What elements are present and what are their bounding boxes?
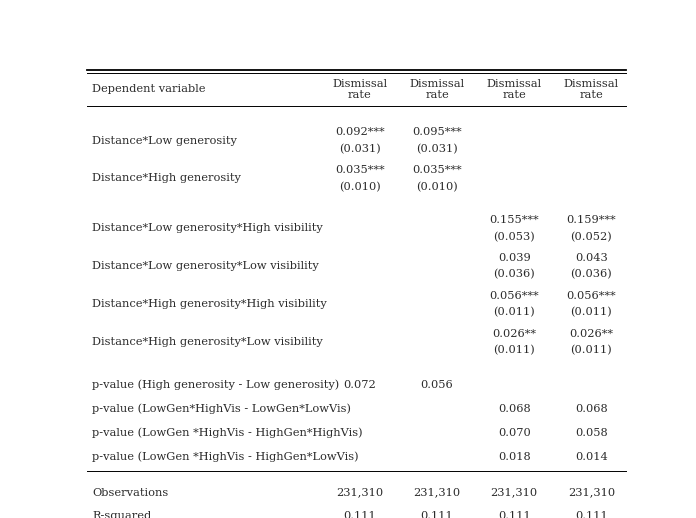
Text: 0.026**: 0.026** bbox=[569, 328, 613, 339]
Text: (0.011): (0.011) bbox=[493, 307, 535, 318]
Text: 231,310: 231,310 bbox=[491, 487, 538, 497]
Text: (0.011): (0.011) bbox=[571, 307, 612, 318]
Text: 0.014: 0.014 bbox=[575, 452, 608, 462]
Text: 0.111: 0.111 bbox=[498, 511, 530, 518]
Text: (0.053): (0.053) bbox=[493, 232, 535, 242]
Text: 0.155***: 0.155*** bbox=[489, 215, 539, 225]
Text: Dismissal
rate: Dismissal rate bbox=[409, 79, 465, 100]
Text: 0.068: 0.068 bbox=[498, 404, 530, 414]
Text: Distance*Low generosity*High visibility: Distance*Low generosity*High visibility bbox=[93, 223, 323, 233]
Text: Observations: Observations bbox=[93, 487, 168, 497]
Text: p-value (LowGen *HighVis - HighGen*HighVis): p-value (LowGen *HighVis - HighGen*HighV… bbox=[93, 427, 363, 438]
Text: 0.092***: 0.092*** bbox=[335, 127, 385, 137]
Text: R-squared: R-squared bbox=[93, 511, 152, 518]
Text: 0.111: 0.111 bbox=[344, 511, 377, 518]
Text: 0.039: 0.039 bbox=[498, 253, 530, 263]
Text: 0.056: 0.056 bbox=[420, 380, 454, 390]
Text: 0.111: 0.111 bbox=[420, 511, 454, 518]
Text: (0.011): (0.011) bbox=[493, 345, 535, 355]
Text: 0.058: 0.058 bbox=[575, 428, 608, 438]
Text: 0.056***: 0.056*** bbox=[489, 291, 539, 301]
Text: (0.010): (0.010) bbox=[339, 182, 381, 192]
Text: Distance*High generosity*Low visibility: Distance*High generosity*Low visibility bbox=[93, 337, 323, 347]
Text: 231,310: 231,310 bbox=[336, 487, 383, 497]
Text: 0.035***: 0.035*** bbox=[335, 165, 385, 175]
Text: 0.018: 0.018 bbox=[498, 452, 530, 462]
Text: Dependent variable: Dependent variable bbox=[93, 84, 206, 94]
Text: Distance*High generosity: Distance*High generosity bbox=[93, 174, 242, 183]
Text: Dismissal
rate: Dismissal rate bbox=[333, 79, 388, 100]
Text: 0.095***: 0.095*** bbox=[412, 127, 462, 137]
Text: (0.011): (0.011) bbox=[571, 345, 612, 355]
Text: 0.070: 0.070 bbox=[498, 428, 530, 438]
Text: 0.043: 0.043 bbox=[575, 253, 608, 263]
Text: (0.036): (0.036) bbox=[493, 269, 535, 280]
Text: (0.031): (0.031) bbox=[339, 143, 381, 154]
Text: Dismissal
rate: Dismissal rate bbox=[487, 79, 541, 100]
Text: 0.111: 0.111 bbox=[575, 511, 608, 518]
Text: p-value (High generosity - Low generosity): p-value (High generosity - Low generosit… bbox=[93, 380, 340, 390]
Text: 0.056***: 0.056*** bbox=[567, 291, 616, 301]
Text: Distance*Low generosity*Low visibility: Distance*Low generosity*Low visibility bbox=[93, 261, 319, 271]
Text: p-value (LowGen *HighVis - HighGen*LowVis): p-value (LowGen *HighVis - HighGen*LowVi… bbox=[93, 451, 359, 462]
Text: 231,310: 231,310 bbox=[568, 487, 615, 497]
Text: (0.031): (0.031) bbox=[416, 143, 458, 154]
Text: 0.072: 0.072 bbox=[344, 380, 377, 390]
Text: 231,310: 231,310 bbox=[413, 487, 461, 497]
Text: 0.035***: 0.035*** bbox=[412, 165, 462, 175]
Text: 0.026**: 0.026** bbox=[492, 328, 536, 339]
Text: p-value (LowGen*HighVis - LowGen*LowVis): p-value (LowGen*HighVis - LowGen*LowVis) bbox=[93, 404, 351, 414]
Text: 0.159***: 0.159*** bbox=[567, 215, 616, 225]
Text: (0.010): (0.010) bbox=[416, 182, 458, 192]
Text: Dismissal
rate: Dismissal rate bbox=[564, 79, 619, 100]
Text: (0.052): (0.052) bbox=[571, 232, 612, 242]
Text: Distance*Low generosity: Distance*Low generosity bbox=[93, 136, 237, 146]
Text: 0.068: 0.068 bbox=[575, 404, 608, 414]
Text: Distance*High generosity*High visibility: Distance*High generosity*High visibility bbox=[93, 299, 327, 309]
Text: (0.036): (0.036) bbox=[571, 269, 612, 280]
